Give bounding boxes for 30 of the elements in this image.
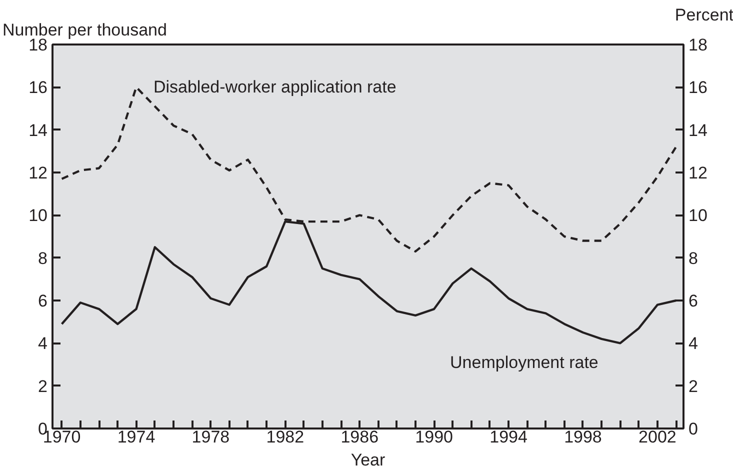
y-tick-label: 4 xyxy=(38,334,48,354)
y-tick-label: 8 xyxy=(38,248,48,268)
x-tick-label: 1994 xyxy=(490,428,528,446)
x-tick-label: 1990 xyxy=(415,428,453,446)
y-tick-label: 14 xyxy=(28,120,48,140)
y-tick-label: 10 xyxy=(28,206,48,226)
x-axis-title: Year xyxy=(350,450,386,470)
x-tick-label: 1978 xyxy=(192,428,230,446)
y2-tick-label: 12 xyxy=(688,164,708,182)
y2-tick-label: 18 xyxy=(688,36,708,54)
y2-axis-title: Percent xyxy=(674,6,733,24)
y-tick-label: 16 xyxy=(28,78,48,98)
y2-tick-label: 6 xyxy=(688,292,698,310)
x-tick-label: 2002 xyxy=(638,428,676,446)
annotation: Unemployment rate xyxy=(450,352,598,372)
y2-tick-label: 0 xyxy=(688,420,698,438)
y2-tick-label: 8 xyxy=(688,248,698,268)
x-tick-label: 1986 xyxy=(340,428,379,446)
y2-tick-label: 16 xyxy=(688,78,708,98)
y-tick-label: 2 xyxy=(38,376,48,396)
x-tick-label: 1974 xyxy=(117,428,156,446)
y-tick-label: 6 xyxy=(38,292,48,310)
y2-tick-label: 2 xyxy=(688,376,698,396)
x-tick-label: 1982 xyxy=(266,428,304,446)
x-tick-label: 1998 xyxy=(564,428,602,446)
y2-tick-label: 14 xyxy=(688,120,708,140)
y2-tick-label: 10 xyxy=(688,206,708,226)
y2-tick-label: 4 xyxy=(688,334,698,354)
annotation: Disabled-worker application rate xyxy=(153,78,396,97)
y-tick-label: 12 xyxy=(28,164,48,182)
